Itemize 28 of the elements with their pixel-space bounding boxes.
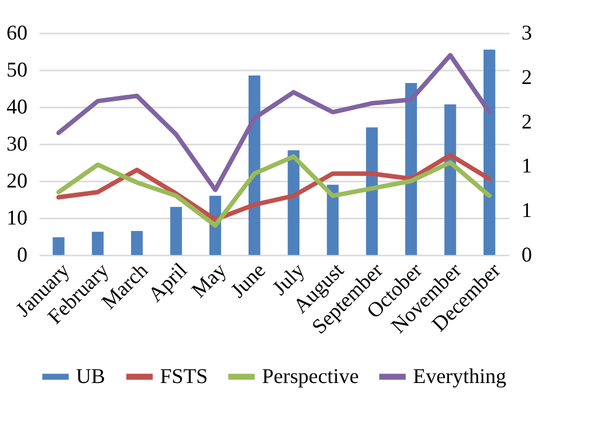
legend-label: FSTS xyxy=(160,364,208,388)
y2-tick-label: 1 xyxy=(522,198,532,222)
legend-label: Perspective xyxy=(262,364,359,388)
y2-tick-label: 1 xyxy=(522,154,532,178)
bar xyxy=(326,184,339,255)
legend-label: UB xyxy=(76,364,106,388)
bar xyxy=(444,104,456,255)
y-tick-label: 40 xyxy=(6,94,28,118)
y2-tick-label: 2 xyxy=(522,109,532,134)
y-tick-label: 60 xyxy=(6,20,28,44)
y-tick-label: 0 xyxy=(17,242,28,266)
bar xyxy=(366,127,378,255)
y2-tick-label: 0 xyxy=(522,242,532,266)
y2-tick-label: 2 xyxy=(522,64,532,89)
y-tick-label: 30 xyxy=(6,132,28,156)
bar xyxy=(92,232,104,255)
bar xyxy=(52,237,64,255)
y-tick-label: 10 xyxy=(6,206,28,230)
legend-label: Everything xyxy=(413,364,507,388)
y-tick-label: 50 xyxy=(6,58,28,82)
bar xyxy=(484,50,496,255)
bar xyxy=(405,82,417,255)
bar xyxy=(131,230,143,255)
line-series xyxy=(56,52,492,192)
y2-tick-label: 3 xyxy=(522,20,532,44)
y-tick-label: 20 xyxy=(6,168,28,192)
bar xyxy=(170,206,182,255)
bar xyxy=(288,150,300,255)
